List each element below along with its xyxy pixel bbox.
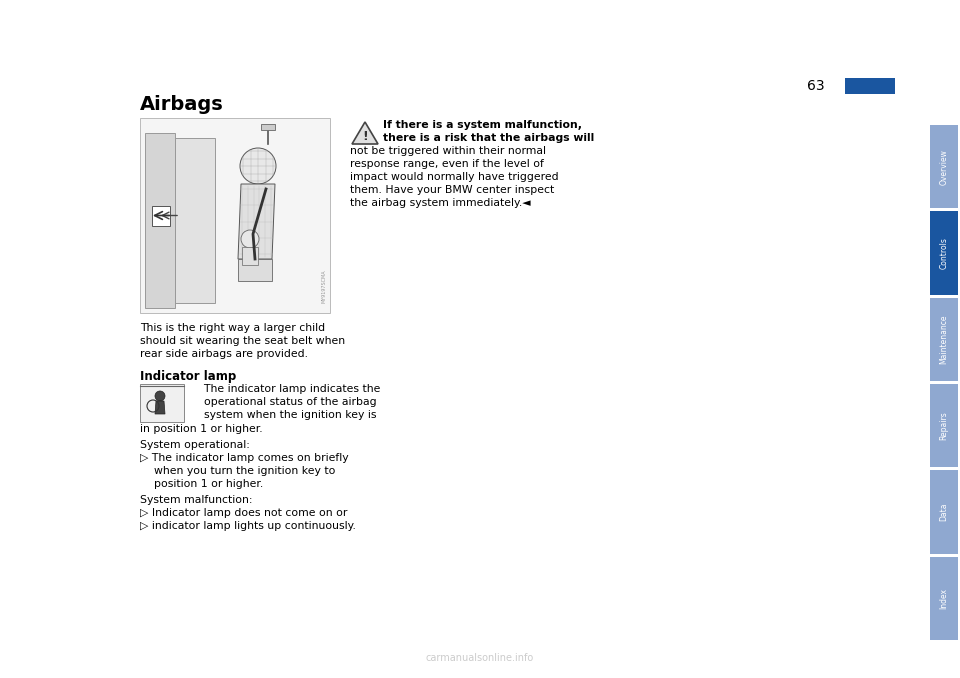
Text: operational status of the airbag: operational status of the airbag [190,397,376,407]
Bar [140,384,184,422]
Text: position 1 or higher.: position 1 or higher. [140,479,263,489]
Text: ▷ The indicator lamp comes on briefly: ▷ The indicator lamp comes on briefly [140,453,348,463]
Text: Controls: Controls [940,237,948,269]
Bar [175,138,215,303]
Text: response range, even if the level of: response range, even if the level of [350,159,544,169]
Text: rear side airbags are provided.: rear side airbags are provided. [140,349,308,359]
Text: Overview: Overview [940,148,948,184]
Text: The indicator lamp indicates the: The indicator lamp indicates the [190,384,380,394]
Text: ▷ Indicator lamp does not come on or: ▷ Indicator lamp does not come on or [140,508,348,518]
Bar [261,124,275,130]
Text: 63: 63 [807,79,825,93]
Polygon shape [155,401,165,414]
Bar [145,133,175,308]
Text: impact would normally have triggered: impact would normally have triggered [350,172,559,182]
Polygon shape [352,122,378,144]
Text: there is a risk that the airbags will: there is a risk that the airbags will [383,133,594,143]
Text: Indicator lamp: Indicator lamp [140,370,236,383]
Text: Data: Data [940,503,948,521]
Bar [242,247,258,265]
Circle shape [241,230,259,248]
Text: the airbag system immediately.◄: the airbag system immediately.◄ [350,198,531,208]
Text: them. Have your BMW center inspect: them. Have your BMW center inspect [350,185,554,195]
Text: !: ! [362,129,368,142]
Text: in position 1 or higher.: in position 1 or higher. [140,424,263,434]
Text: not be triggered within their normal: not be triggered within their normal [350,146,546,156]
Bar [930,471,958,554]
Text: System malfunction:: System malfunction: [140,495,252,505]
Bar [238,259,272,281]
Bar [930,384,958,467]
Bar [930,298,958,381]
Text: Repairs: Repairs [940,412,948,440]
Bar [930,557,958,640]
Circle shape [240,148,276,184]
Text: system when the ignition key is: system when the ignition key is [190,410,376,420]
Text: Airbags: Airbags [140,95,224,114]
Bar [140,118,330,313]
Bar [930,125,958,208]
Text: when you turn the ignition key to: when you turn the ignition key to [140,466,335,476]
Text: Maintenance: Maintenance [940,315,948,364]
Text: MY9197SCMA: MY9197SCMA [321,269,326,303]
Text: This is the right way a larger child: This is the right way a larger child [140,323,325,333]
Polygon shape [152,205,170,226]
Text: ▷ indicator lamp lights up continuously.: ▷ indicator lamp lights up continuously. [140,521,356,531]
Polygon shape [238,184,275,259]
Bar [845,78,895,94]
Text: System operational:: System operational: [140,440,250,450]
Circle shape [155,391,165,401]
Text: If there is a system malfunction,: If there is a system malfunction, [383,120,582,130]
Text: carmanualsonline.info: carmanualsonline.info [426,653,534,663]
Text: should sit wearing the seat belt when: should sit wearing the seat belt when [140,336,346,346]
Text: Index: Index [940,588,948,609]
Bar [930,212,958,295]
